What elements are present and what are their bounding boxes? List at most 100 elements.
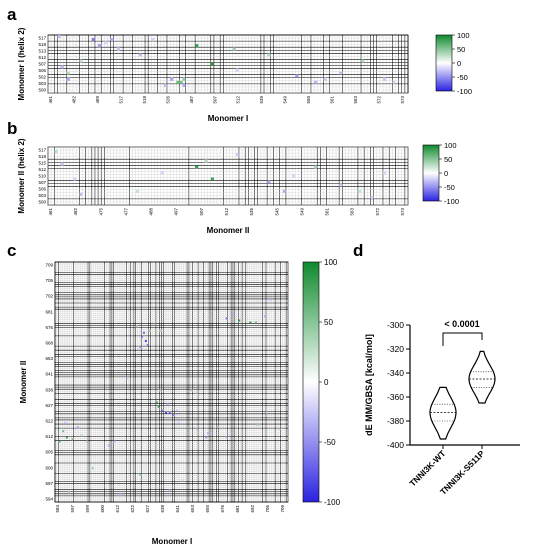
x-tick-label: 512 <box>224 208 229 216</box>
heatmap-b-plot-area <box>47 146 409 206</box>
heatmap-cell <box>159 389 162 392</box>
y-tick-label: 641 <box>45 372 53 377</box>
y-tick-label: 515 <box>38 161 46 166</box>
x-tick-label: 600 <box>100 505 105 513</box>
y-tick-label: 517 <box>38 36 46 41</box>
heatmap-panel-a: 461 482 489 517 518 526 487 507 512 539 549 550 561 5… <box>17 27 472 123</box>
violin-y-ticks: -300 -320 -340 -360 -380 -400 <box>387 320 410 450</box>
heatmap-cell <box>139 473 142 476</box>
heatmap-cell <box>190 389 193 392</box>
heatmap-cell <box>77 426 79 429</box>
heatmap-cell <box>98 44 102 48</box>
heatmap-panel-c: 584 597 599 600 612 622 627 638 641 653 655 676 681 6… <box>19 258 341 546</box>
heatmap-cell <box>370 195 374 199</box>
heatmap-cell <box>187 426 189 429</box>
heatmap-cell <box>232 47 236 51</box>
heatmap-cell <box>182 77 186 81</box>
heatmap-cell <box>104 41 108 45</box>
x-tick-label: 599 <box>85 505 90 513</box>
colorbar-tick-label: -100 <box>444 197 459 206</box>
x-tick-label: 545 <box>274 208 279 216</box>
x-tick-label: 572 <box>375 208 380 216</box>
y-tick-label: 513 <box>38 49 46 54</box>
heatmap-cell <box>196 428 199 431</box>
y-tick-label: 681 <box>45 309 53 314</box>
heatmap-cell <box>278 428 281 431</box>
heatmap-cell <box>265 411 268 414</box>
heatmap-cell <box>113 440 116 443</box>
heatmap-cell <box>116 47 120 51</box>
heatmap-cell <box>66 71 70 75</box>
heatmap-cell <box>282 189 286 193</box>
heatmap-cell <box>57 35 61 39</box>
x-tick-label: 482 <box>71 96 76 104</box>
x-tick-label: 489 <box>95 96 100 104</box>
heatmap-a-plot-area <box>47 34 409 94</box>
heatmap-cell <box>144 339 147 342</box>
panel-letter-a: a <box>7 5 17 24</box>
significance-label: < 0.0001 <box>444 319 479 329</box>
x-tick-label: 539 <box>259 96 264 104</box>
heatmap-a-grid <box>47 34 409 94</box>
violin-shape <box>468 350 496 404</box>
heatmap-cell <box>66 77 70 81</box>
x-tick-label: 487 <box>189 96 194 104</box>
significance-bracket <box>442 332 483 346</box>
x-tick-label: 488 <box>149 208 154 216</box>
x-tick-label: 507 <box>199 208 204 216</box>
x-tick-label: 622 <box>130 505 135 513</box>
heatmap-b-y-label: Monomer II (helix 2) <box>17 138 26 213</box>
violin-y-tick-label: -300 <box>387 320 404 330</box>
heatmap-cell <box>195 44 199 48</box>
heatmap-cell <box>60 162 64 166</box>
heatmap-cell <box>79 192 83 196</box>
colorbar-tick-label: -50 <box>457 73 468 82</box>
heatmap-cell <box>71 438 74 441</box>
heatmap-cell <box>249 321 252 324</box>
violin-shape <box>429 386 457 440</box>
violin-panel-d: -300 -320 -340 -360 -380 -400 TNNI3K-WTTNNI3K… <box>364 319 520 497</box>
heatmap-cell <box>119 493 122 496</box>
x-tick-label: 550 <box>306 96 311 104</box>
y-tick-label: 500 <box>38 200 46 205</box>
violin-y-label: dE MM/GBSA [kcal/mol] <box>364 334 374 436</box>
heatmap-cell <box>254 321 257 324</box>
x-tick-label: 497 <box>174 208 179 216</box>
y-tick-label: 507 <box>38 62 46 67</box>
x-tick-label: 482 <box>73 208 78 216</box>
violin-x-tick-label: TNNI3K-WT <box>407 448 448 489</box>
heatmap-cell <box>91 38 95 42</box>
heatmap-cell <box>126 376 129 379</box>
x-tick-label: 584 <box>55 505 60 513</box>
heatmap-cell <box>86 440 89 443</box>
panel-letter-d: d <box>353 241 363 260</box>
heatmap-cell <box>196 391 199 394</box>
heatmap-cell <box>64 422 67 425</box>
heatmap-c-grid <box>54 261 289 503</box>
x-tick-label: 526 <box>165 96 170 104</box>
heatmap-cell <box>170 77 174 81</box>
y-tick-label: 510 <box>38 174 46 179</box>
heatmap-cell <box>195 165 199 169</box>
heatmap-cell <box>108 444 111 447</box>
colorbar-tick-label: 50 <box>444 155 452 164</box>
heatmap-cell <box>179 80 183 84</box>
y-tick-label: 517 <box>38 148 46 153</box>
heatmap-cell <box>232 313 235 316</box>
heatmap-cell <box>159 329 162 332</box>
heatmap-cell <box>210 177 214 181</box>
x-tick-label: 681 <box>235 505 240 513</box>
y-tick-label: 503 <box>38 81 46 86</box>
colorbar-c-ticks: 100 50 0 -50 -100 <box>319 258 341 507</box>
colorbar-tick-label: 0 <box>324 378 329 387</box>
heatmap-cell <box>54 150 58 154</box>
heatmap-a-cells <box>57 35 396 87</box>
x-tick-label: 627 <box>145 505 150 513</box>
heatmap-b-x-label: Monomer II <box>207 226 250 235</box>
heatmap-cell <box>157 405 160 408</box>
x-tick-label: 612 <box>115 505 120 513</box>
heatmap-cell <box>182 83 186 87</box>
violin-y-tick-label: -320 <box>387 344 404 354</box>
